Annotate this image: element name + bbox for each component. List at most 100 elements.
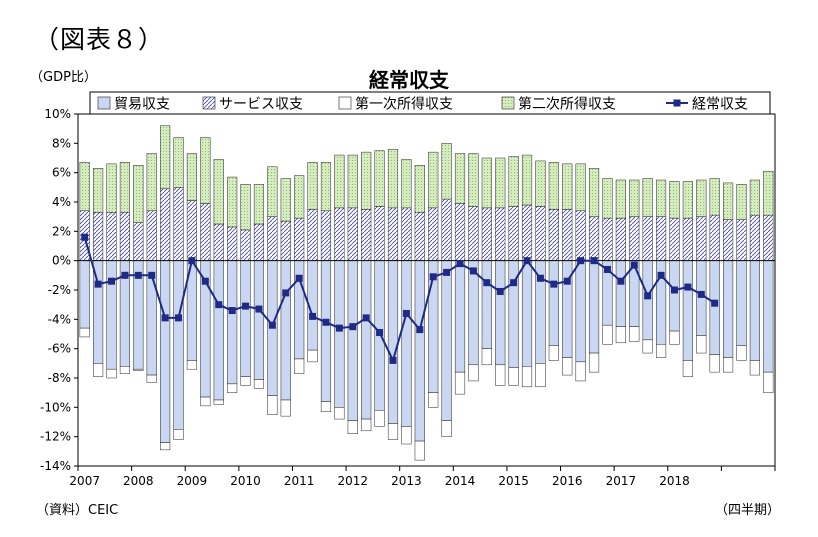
- bar-trade: [320, 260, 332, 402]
- current-account-marker: [496, 287, 504, 295]
- bar-secondary: [615, 179, 626, 219]
- bar-services: [401, 207, 412, 261]
- legend-swatch-secondary: [501, 96, 515, 110]
- bar-trade: [79, 260, 90, 329]
- bar-secondary: [763, 170, 774, 216]
- bar-primary: [213, 399, 224, 405]
- bar-primary: [93, 363, 104, 377]
- current-account-marker: [402, 309, 410, 317]
- bar-trade: [709, 260, 720, 355]
- x-year-label: 2017: [606, 474, 637, 488]
- bar-secondary: [629, 179, 640, 217]
- bar-trade: [548, 260, 559, 346]
- x-year-label: 2012: [338, 474, 369, 488]
- bar-secondary: [481, 157, 492, 209]
- y-tick-label: 4%: [52, 195, 71, 209]
- x-year-label: 2009: [177, 474, 208, 488]
- bar-secondary: [414, 165, 425, 213]
- current-account-marker: [121, 271, 129, 279]
- x-year-label: 2018: [659, 474, 690, 488]
- x-year-label: 2015: [498, 474, 529, 488]
- bars-layer: [79, 125, 774, 461]
- current-account-marker: [577, 257, 585, 265]
- bar-trade: [160, 260, 171, 443]
- current-account-marker: [644, 292, 652, 300]
- bar-secondary: [334, 154, 345, 209]
- bar-trade: [615, 260, 626, 327]
- bar-secondary: [401, 159, 412, 209]
- current-account-marker: [429, 273, 437, 281]
- bar-primary: [160, 442, 171, 451]
- bar-services: [602, 217, 613, 261]
- bar-secondary: [173, 137, 184, 188]
- bar-primary: [133, 368, 144, 371]
- bar-primary: [723, 357, 734, 373]
- bar-primary: [307, 349, 318, 363]
- bar-primary: [548, 345, 559, 361]
- y-tick-label: 0%: [52, 254, 71, 268]
- bar-services: [387, 207, 399, 261]
- bar-services: [428, 207, 439, 261]
- bar-primary: [682, 360, 693, 377]
- current-account-marker: [134, 271, 142, 279]
- bar-primary: [428, 392, 439, 408]
- current-account-marker: [630, 261, 638, 269]
- bar-secondary: [253, 184, 265, 225]
- bar-primary: [227, 383, 238, 393]
- bar-trade: [454, 260, 466, 373]
- bar-services: [696, 216, 707, 261]
- line-layer: [81, 233, 719, 364]
- legend-label-current_account: 経常収支: [692, 97, 748, 113]
- bar-secondary: [320, 162, 332, 212]
- y-tick-label: -8%: [48, 371, 71, 385]
- bar-primary: [347, 420, 358, 434]
- bar-primary: [280, 399, 291, 417]
- bar-services: [93, 212, 104, 261]
- legend-label-services: サービス収支: [219, 97, 303, 113]
- bar-secondary: [723, 182, 734, 220]
- bar-services: [535, 206, 546, 261]
- period-label: （四半期）: [714, 503, 780, 518]
- current-account-marker: [295, 274, 303, 282]
- bar-primary: [106, 368, 117, 379]
- bar-services: [374, 206, 385, 261]
- bar-trade: [642, 260, 653, 341]
- bar-services: [495, 207, 506, 261]
- current-account-marker: [670, 286, 678, 294]
- bar-trade: [468, 260, 479, 366]
- bar-primary: [200, 396, 211, 407]
- x-year-label: 2011: [284, 474, 315, 488]
- bar-trade: [588, 260, 600, 354]
- current-account-marker: [108, 277, 116, 285]
- bar-primary: [508, 367, 519, 386]
- bar-trade: [240, 260, 251, 377]
- y-tick-label: 8%: [52, 136, 71, 150]
- y-tick-label: 6%: [52, 166, 71, 180]
- bar-trade: [696, 260, 707, 336]
- axes-layer: 10%8%6%4%2%0%-2%-4%-6%-8%-10%-12%-14%200…: [40, 107, 776, 488]
- bar-trade: [280, 260, 291, 401]
- source-label: （資料）CEIC: [36, 503, 119, 518]
- bar-trade: [441, 260, 452, 421]
- current-account-marker: [228, 307, 236, 315]
- bar-secondary: [280, 178, 291, 222]
- current-account-marker: [697, 290, 705, 298]
- bar-secondary: [562, 163, 573, 210]
- bar-primary: [749, 360, 760, 376]
- bar-services: [213, 223, 224, 261]
- bar-secondary: [294, 175, 305, 219]
- bar-primary: [401, 426, 412, 445]
- bar-trade: [414, 260, 425, 442]
- bar-services: [133, 222, 144, 261]
- bar-secondary: [441, 143, 452, 200]
- bar-services: [227, 226, 238, 261]
- current-account-marker: [349, 323, 357, 331]
- legend: 貿易収支 サービス収支 第一次所得収支 第二次所得収支 経常収支: [89, 91, 771, 115]
- bar-primary: [575, 361, 586, 382]
- current-account-marker: [215, 301, 223, 309]
- bar-primary: [414, 440, 425, 461]
- current-account-marker: [469, 267, 477, 275]
- bar-secondary: [93, 168, 104, 213]
- bar-services: [441, 198, 452, 261]
